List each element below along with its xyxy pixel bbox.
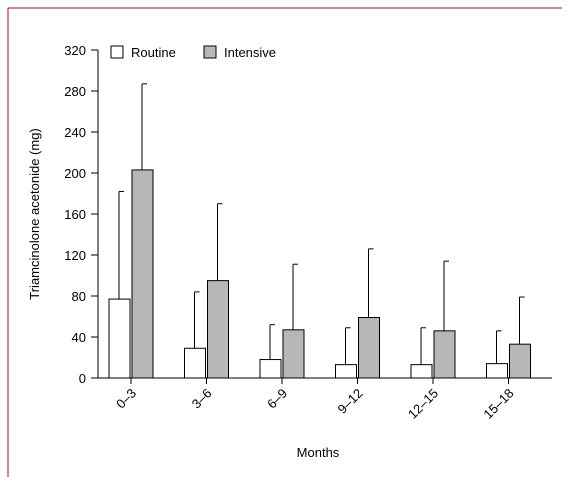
bar-intensive-5 [509,343,531,379]
y-tick-label-4: 160 [64,207,86,222]
bar-intensive-3 [358,317,380,379]
x-tick-label-2: 6–9 [264,386,290,412]
y-tick-label-1: 40 [72,330,86,345]
y-tick-label-6: 240 [64,125,86,140]
y-tick-label-7: 280 [64,84,86,99]
bar-routine-4 [410,364,433,379]
bar-routine-3 [335,364,357,379]
axes [97,50,552,379]
x-tick-label-1: 3–6 [189,386,215,412]
y-tick-label-3: 120 [64,248,86,263]
bar-intensive-1 [207,280,229,379]
y-axis-ticks: 0 40 80 120 160 200 240 280 320 [64,43,98,386]
y-tick-label-8: 320 [64,43,86,58]
x-tick-label-4: 12–15 [405,386,441,422]
bars-group [108,169,531,379]
error-bars-group [118,83,525,365]
legend-label-routine: Routine [131,45,176,60]
bar-intensive-2 [282,329,305,379]
y-tick-label-0: 0 [79,371,86,386]
x-tick-label-5: 15–18 [480,386,516,422]
bar-routine-2 [259,359,282,379]
legend-label-intensive: Intensive [224,45,276,60]
bar-intensive-0 [131,169,154,379]
legend-swatch-intensive [203,45,217,59]
legend-swatch-routine [110,45,124,59]
y-tick-label-5: 200 [64,166,86,181]
y-axis-title: Triamcinolone acetonide (mg) [27,128,42,299]
legend: Routine Intensive [110,45,276,60]
x-axis-ticks: 0–3 3–6 6–9 9–12 12–15 15–18 [113,378,517,422]
bar-intensive-4 [433,330,456,379]
x-axis-title: Months [297,445,340,460]
x-tick-label-3: 9–12 [335,386,366,417]
y-tick-label-2: 80 [72,289,86,304]
x-tick-label-0: 0–3 [113,386,139,412]
bar-routine-0 [108,298,131,379]
bar-routine-1 [184,347,206,379]
bar-routine-5 [486,363,508,379]
